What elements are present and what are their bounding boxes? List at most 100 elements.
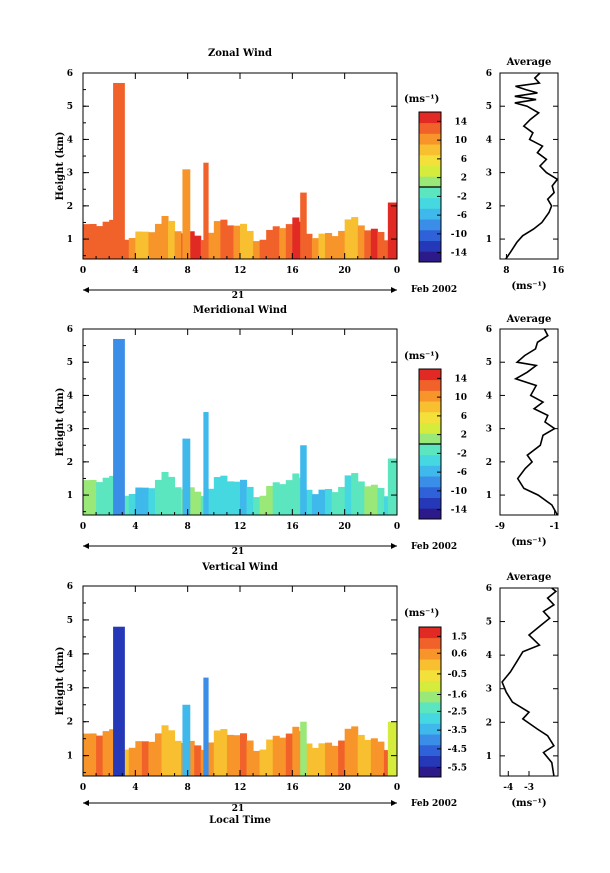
field-cell	[377, 487, 385, 515]
field-cell	[344, 219, 352, 259]
profile-x-tick-label: -9	[495, 522, 505, 532]
field-cell	[161, 471, 169, 515]
field-cell	[141, 231, 149, 259]
field-cell	[259, 495, 267, 515]
day-axis-arrow-right	[391, 287, 397, 293]
field-cell	[311, 747, 319, 776]
profile-y-tick-label: 4	[486, 391, 492, 401]
y-tick-label: 1	[67, 491, 73, 501]
x-tick-label: 12	[234, 266, 247, 276]
y-tick-label: 3	[67, 169, 73, 179]
y-axis-label: Height (km)	[55, 388, 66, 457]
colorbar-tick-label: -14	[451, 506, 467, 516]
field-cell	[148, 232, 156, 259]
profile-y-tick-label: 6	[486, 325, 492, 335]
profile-y-tick-label: 1	[486, 491, 492, 501]
profile-x-tick-label: -1	[550, 522, 560, 532]
x-tick-label: 20	[338, 266, 351, 276]
field-cell	[233, 481, 241, 515]
field-cell	[161, 725, 169, 776]
x-tick-label: 0	[80, 783, 86, 793]
field-cell	[194, 745, 202, 776]
field-cell	[135, 487, 143, 515]
field-cell	[141, 487, 149, 515]
colorbar-tick-label: 6	[461, 412, 467, 422]
colorbar-swatch	[419, 691, 441, 703]
field-cell	[305, 489, 313, 515]
colorbar-swatch	[419, 401, 441, 413]
day-axis-arrow-left	[83, 287, 89, 293]
profile-frame	[499, 328, 559, 516]
profile-x-label: (ms⁻¹)	[511, 798, 546, 809]
profile-line	[505, 72, 559, 260]
field-cell	[272, 226, 280, 259]
field-cell	[135, 741, 143, 776]
field-cell	[357, 225, 365, 259]
profile-y-tick-label: 2	[486, 202, 492, 212]
field-cell	[83, 224, 91, 259]
colorbar-tick-label: -6	[457, 468, 467, 478]
field-cell	[325, 742, 333, 776]
field-cell	[253, 497, 261, 515]
colorbar-swatch	[419, 229, 441, 241]
field-cell	[207, 232, 215, 259]
profile-y-tick-label: 4	[486, 135, 492, 145]
field-cell	[122, 495, 130, 515]
field-cell	[148, 741, 156, 776]
x-tick-label: 4	[132, 783, 138, 793]
x-tick-label: 16	[286, 266, 299, 276]
field-cell	[292, 217, 300, 259]
profile-y-tick-label: 2	[486, 718, 492, 728]
field-cell	[220, 219, 228, 259]
colorbar-swatch	[419, 669, 441, 681]
colorbar-swatch	[419, 444, 441, 456]
field-cell	[331, 745, 339, 776]
field-cell	[370, 484, 378, 515]
field-cell	[338, 230, 346, 259]
profile-y-tick-label: 5	[486, 358, 492, 368]
x-tick-label: 12	[234, 522, 247, 532]
field-cell	[174, 487, 182, 515]
x-tick-label: 0	[394, 783, 400, 793]
x-tick-label: 20	[338, 783, 351, 793]
field-cell	[174, 231, 182, 259]
field-cell	[253, 750, 261, 776]
field-cell	[338, 486, 346, 515]
field-cell	[128, 494, 136, 515]
colorbar-tick-label: -10	[451, 487, 467, 497]
profile-y-tick-label: 5	[486, 102, 492, 112]
y-tick-label: 5	[67, 102, 73, 112]
field-tower	[300, 445, 307, 515]
field-cell	[194, 491, 202, 515]
field-cell	[83, 480, 91, 515]
field-cell	[168, 476, 176, 515]
field-tower	[387, 721, 397, 776]
profile-title: Average	[506, 314, 552, 325]
x-tick-label: 8	[185, 522, 191, 532]
field-cell	[279, 737, 287, 776]
field-cell	[207, 742, 215, 776]
field-cell	[325, 232, 333, 259]
colorbar-tick-label: -1.6	[448, 691, 467, 701]
profile-frame	[499, 72, 559, 260]
field-cell	[370, 738, 378, 776]
field-cell	[344, 728, 352, 776]
wind-field	[83, 626, 398, 776]
colorbar-tick-label: 10	[454, 393, 467, 403]
field-cell	[325, 488, 333, 515]
field-cell	[266, 229, 274, 259]
field-cell	[331, 236, 339, 259]
x-tick-label: 12	[234, 783, 247, 793]
field-cell	[246, 740, 254, 776]
colorbar-swatch	[419, 508, 441, 520]
field-cell	[318, 489, 326, 515]
colorbar-swatch	[419, 154, 441, 166]
profile-x-label: (ms⁻¹)	[511, 537, 546, 548]
field-cell	[240, 733, 248, 776]
field-cell	[344, 475, 352, 515]
colorbar-tick-label: 6	[461, 155, 467, 165]
profile-y-tick-label: 5	[486, 618, 492, 628]
colorbar-swatch	[419, 369, 441, 381]
colorbar-swatch	[419, 465, 441, 477]
